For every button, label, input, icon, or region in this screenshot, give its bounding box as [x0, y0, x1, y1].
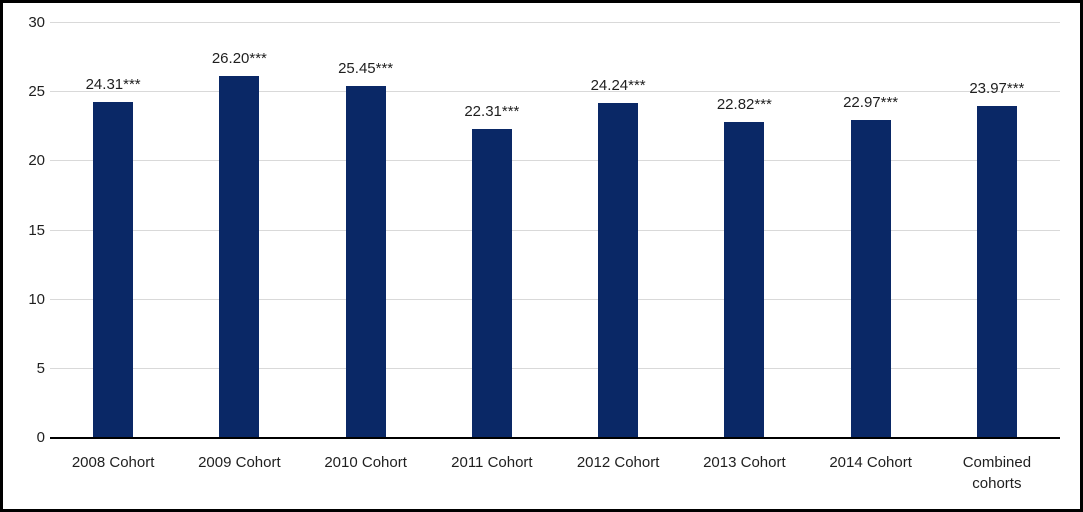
bar-value-label: 23.97*** — [969, 80, 1025, 98]
y-tick-label: 25 — [28, 83, 45, 101]
bar — [219, 75, 260, 438]
bar — [93, 101, 134, 438]
bar — [976, 106, 1017, 438]
gridline — [50, 91, 1060, 93]
bar-value-label: 22.82*** — [716, 96, 772, 114]
bar — [345, 85, 386, 438]
x-axis-line — [50, 437, 1060, 439]
bar-value-label: 24.24*** — [590, 76, 646, 94]
bar-value-label: 22.31*** — [464, 103, 520, 121]
y-tick-label: 5 — [36, 359, 45, 377]
gridline — [50, 229, 1060, 231]
bar-value-label: 26.20*** — [211, 49, 267, 67]
y-tick-label: 0 — [36, 429, 45, 446]
bar-value-label: 25.45*** — [338, 59, 394, 77]
bar — [471, 129, 512, 438]
x-category-label: 2014 Cohort — [829, 454, 912, 471]
x-category-label: 2013 Cohort — [703, 454, 786, 471]
x-category-label: 2010 Cohort — [324, 454, 407, 471]
y-tick-label: 30 — [28, 14, 45, 31]
gridline — [50, 22, 1060, 23]
plot-area: 24.31*** 26.20*** 25.45*** 22.31*** 24.24***… — [50, 22, 1060, 439]
x-category-label: 2012 Cohort — [576, 454, 660, 471]
y-tick-label: 10 — [28, 290, 45, 308]
bar — [598, 102, 639, 438]
bar-value-label: 22.97*** — [843, 94, 899, 112]
x-category-label: 2009 Cohort — [198, 454, 281, 471]
gridline — [50, 160, 1060, 162]
bar — [850, 120, 891, 438]
x-category-label: 2011 Cohort — [451, 454, 533, 471]
bar-value-label: 24.31*** — [85, 75, 141, 93]
x-category-label: 2008 Cohort — [71, 454, 155, 471]
x-category-label: Combined cohorts — [962, 454, 1032, 492]
gridline — [50, 367, 1060, 369]
y-tick-label: 20 — [28, 152, 45, 170]
bar — [724, 122, 765, 438]
gridline — [50, 298, 1060, 300]
y-tick-label: 15 — [28, 221, 45, 239]
